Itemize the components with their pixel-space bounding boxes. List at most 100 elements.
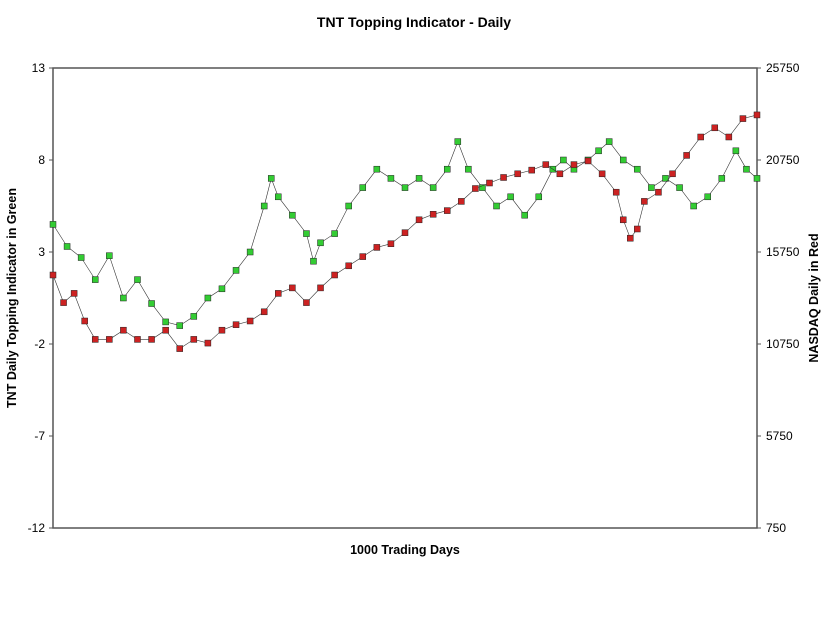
series-tnt-topping-indicator xyxy=(49,138,761,329)
data-point xyxy=(500,174,507,181)
data-point xyxy=(542,161,550,168)
data-point xyxy=(443,165,451,173)
data-point xyxy=(401,229,409,236)
data-point xyxy=(486,179,493,187)
data-point xyxy=(267,175,275,182)
data-point xyxy=(690,202,697,210)
data-point xyxy=(218,285,226,293)
data-point xyxy=(669,170,676,178)
data-point xyxy=(560,156,567,164)
data-point xyxy=(743,165,750,173)
data-point xyxy=(359,184,367,191)
data-point xyxy=(81,317,88,325)
data-point xyxy=(120,326,127,334)
data-point xyxy=(176,322,183,329)
data-point xyxy=(429,184,437,191)
data-point xyxy=(246,317,254,325)
data-point xyxy=(570,161,578,168)
right-tick-label: 750 xyxy=(766,521,786,535)
data-point xyxy=(331,271,338,279)
data-point xyxy=(556,170,564,178)
data-point xyxy=(697,133,704,141)
data-point xyxy=(387,175,395,182)
data-point xyxy=(454,138,462,145)
data-point xyxy=(303,230,310,237)
data-point xyxy=(401,184,409,191)
data-point xyxy=(303,299,310,306)
left-tick-label: -7 xyxy=(34,429,45,443)
data-point xyxy=(204,339,212,347)
data-point xyxy=(584,157,592,165)
series-nasdaq-daily xyxy=(49,111,761,352)
data-point xyxy=(63,243,71,250)
data-point xyxy=(91,276,99,283)
data-point xyxy=(162,326,169,334)
data-point xyxy=(60,299,67,306)
data-point xyxy=(190,313,198,320)
data-point xyxy=(190,336,198,343)
data-point xyxy=(106,336,113,343)
data-point xyxy=(260,202,268,210)
data-point xyxy=(535,193,543,201)
data-point xyxy=(479,184,486,191)
data-point xyxy=(528,166,535,174)
data-point xyxy=(521,211,528,219)
data-point xyxy=(232,267,240,274)
left-tick-label: 8 xyxy=(38,153,45,167)
data-point xyxy=(415,216,423,224)
data-point xyxy=(373,244,381,251)
data-point xyxy=(493,202,500,210)
data-point xyxy=(148,300,155,307)
data-point xyxy=(70,290,78,297)
x-axis-label: 1000 Trading Days xyxy=(350,543,460,557)
data-point xyxy=(619,216,627,224)
data-point xyxy=(345,262,352,270)
data-point xyxy=(387,240,395,247)
data-point xyxy=(655,188,662,196)
data-point xyxy=(605,138,613,145)
data-point xyxy=(359,253,367,260)
left-tick-label: 3 xyxy=(38,245,45,259)
data-point xyxy=(465,165,472,173)
data-point xyxy=(648,184,655,191)
data-point xyxy=(148,336,155,343)
data-point xyxy=(676,184,683,191)
left-tick-label: 13 xyxy=(32,61,46,75)
data-point xyxy=(162,318,169,326)
data-point xyxy=(619,156,627,164)
data-point xyxy=(289,211,296,219)
data-point xyxy=(753,175,761,182)
data-point xyxy=(275,290,282,297)
data-point xyxy=(634,165,641,173)
data-point xyxy=(612,188,620,196)
data-point xyxy=(443,207,451,214)
data-point xyxy=(704,193,711,201)
data-point xyxy=(595,147,602,155)
data-point xyxy=(753,111,761,119)
data-point xyxy=(317,239,324,247)
left-axis-ticks: 13 8 3 -2 -7 -12 xyxy=(28,61,53,535)
data-point xyxy=(77,254,85,261)
data-point xyxy=(718,175,726,182)
data-point xyxy=(662,175,669,182)
right-tick-label: 25750 xyxy=(766,61,800,75)
right-tick-label: 5750 xyxy=(766,429,793,443)
data-point xyxy=(260,308,268,316)
data-point xyxy=(134,276,141,283)
y-axis-right-label: NASDAQ Daily in Red xyxy=(807,233,821,362)
data-point xyxy=(458,198,465,205)
y-axis-left-label: TNT Daily Topping Indicator in Green xyxy=(5,188,19,408)
data-point xyxy=(725,133,733,141)
data-point xyxy=(91,336,99,343)
data-point xyxy=(598,170,606,178)
data-point xyxy=(732,147,740,155)
data-point xyxy=(49,271,57,279)
data-point xyxy=(204,294,212,302)
right-tick-label: 15750 xyxy=(766,245,800,259)
data-point xyxy=(218,326,226,334)
data-point xyxy=(641,198,648,205)
right-axis-ticks: 25750 20750 15750 10750 5750 750 xyxy=(757,61,800,535)
data-point xyxy=(310,257,317,265)
data-point xyxy=(429,211,437,218)
